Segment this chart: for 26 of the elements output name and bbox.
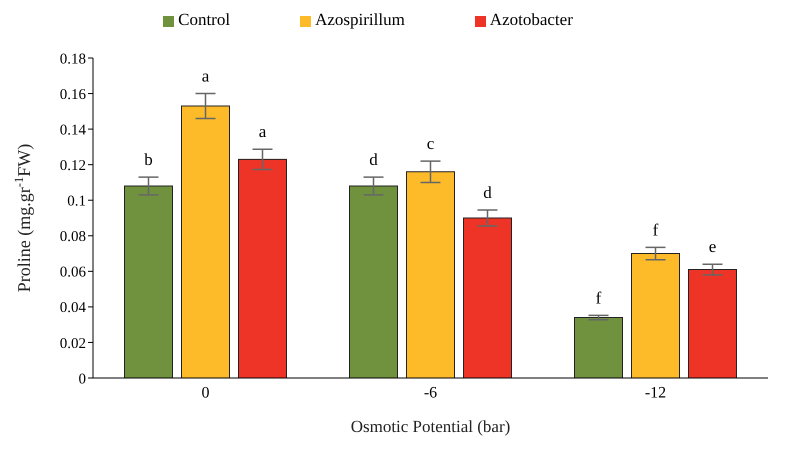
- y-tick-label: 0.14: [60, 122, 86, 138]
- legend-label: Azospirillum: [315, 10, 405, 29]
- y-tick-label: 0.16: [60, 86, 86, 103]
- annotation: e: [708, 237, 716, 256]
- x-tick-label: -6: [424, 384, 438, 402]
- annotation: f: [596, 288, 602, 308]
- y-tick-label: 0.18: [60, 51, 86, 68]
- annotation: a: [258, 122, 267, 142]
- annotation: c: [426, 134, 435, 154]
- legend-label: Control: [178, 10, 230, 29]
- annotation: d: [369, 150, 378, 170]
- x-tick-label: 0: [202, 384, 210, 402]
- annotation: f: [652, 220, 659, 240]
- x-axis-title: Osmotic Potential (bar): [350, 417, 510, 436]
- y-tick-label: 0.08: [60, 229, 86, 246]
- y-tick-label: 0: [78, 371, 86, 388]
- annotation: a: [202, 66, 210, 86]
- y-tick-label: 0.12: [60, 158, 86, 174]
- annotation: d: [483, 183, 492, 202]
- x-tick-label: -12: [644, 384, 666, 402]
- y-tick-label: 0.04: [60, 300, 86, 316]
- y-tick-label: 0.02: [60, 336, 86, 352]
- y-tick-label: 0.1: [67, 194, 86, 210]
- annotation: b: [144, 150, 153, 170]
- y-tick-label: 0.06: [60, 264, 86, 281]
- legend-label: Azotobacter: [490, 10, 573, 29]
